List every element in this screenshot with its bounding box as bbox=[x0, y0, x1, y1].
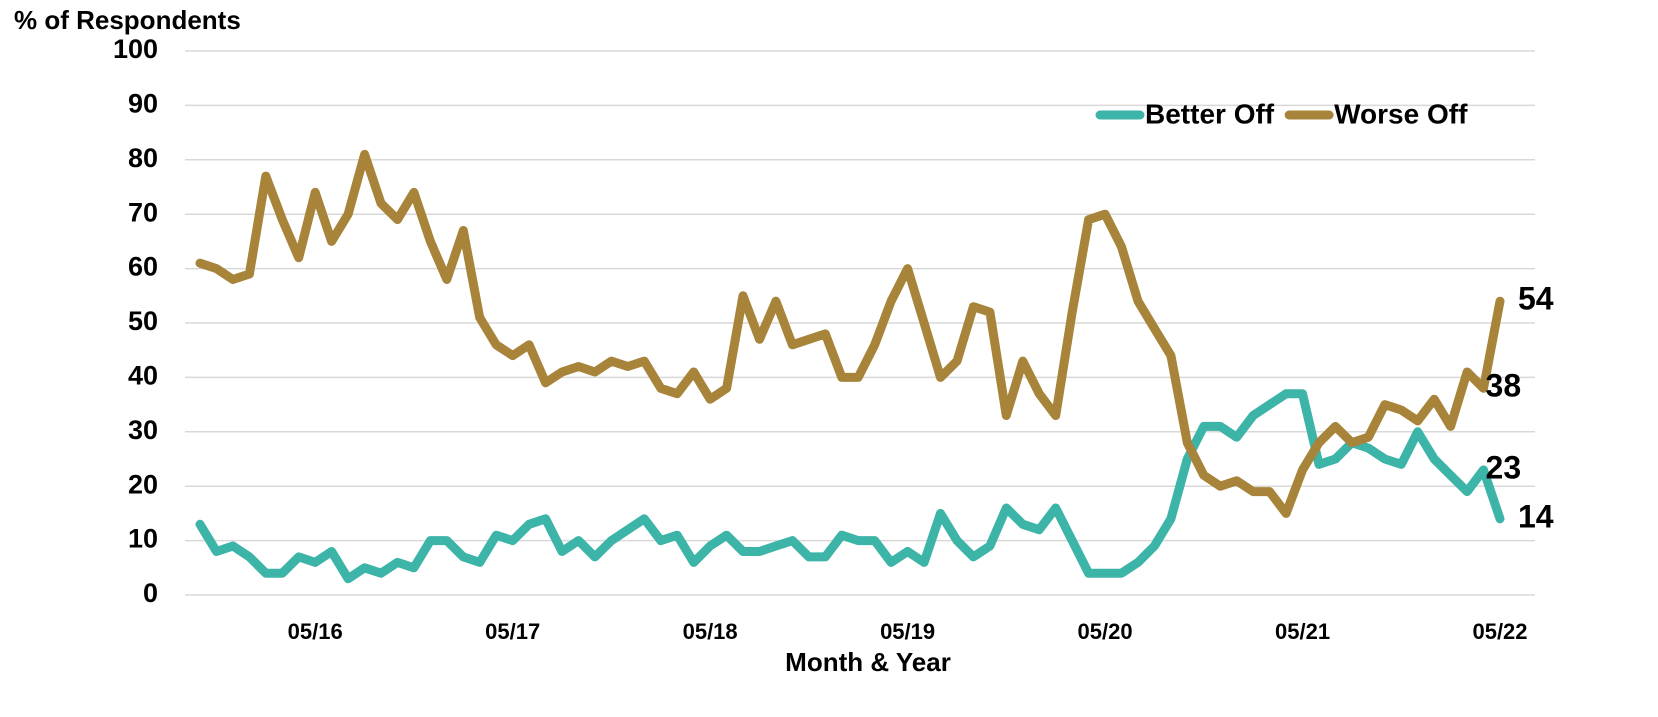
x-tick-label: 05/21 bbox=[1275, 619, 1330, 644]
legend-label: Worse Off bbox=[1334, 98, 1468, 129]
data-label: 54 bbox=[1518, 281, 1554, 317]
data-label: 23 bbox=[1486, 449, 1522, 485]
x-tick-label: 05/18 bbox=[683, 619, 738, 644]
x-tick-label: 05/20 bbox=[1078, 619, 1133, 644]
x-tick-label: 05/19 bbox=[880, 619, 935, 644]
x-tick-label: 05/16 bbox=[288, 619, 343, 644]
y-tick-label: 80 bbox=[128, 143, 158, 173]
data-label: 14 bbox=[1518, 498, 1554, 534]
series-line bbox=[195, 149, 1505, 518]
y-tick-label: 0 bbox=[143, 578, 158, 608]
y-tick-label: 70 bbox=[128, 197, 158, 227]
x-tick-label: 05/22 bbox=[1472, 619, 1527, 644]
y-axis-label: % of Respondents bbox=[14, 5, 241, 35]
legend-label: Better Off bbox=[1145, 98, 1275, 129]
y-tick-label: 100 bbox=[113, 34, 158, 64]
y-tick-label: 10 bbox=[128, 524, 158, 554]
y-tick-label: 60 bbox=[128, 252, 158, 282]
y-tick-label: 50 bbox=[128, 306, 158, 336]
y-tick-label: 20 bbox=[128, 469, 158, 499]
data-label: 38 bbox=[1486, 368, 1522, 404]
x-tick-label: 05/17 bbox=[485, 619, 540, 644]
series-line bbox=[195, 389, 1505, 584]
y-tick-label: 30 bbox=[128, 415, 158, 445]
x-axis-label: Month & Year bbox=[785, 647, 951, 677]
y-tick-label: 40 bbox=[128, 361, 158, 391]
y-tick-label: 90 bbox=[128, 89, 158, 119]
